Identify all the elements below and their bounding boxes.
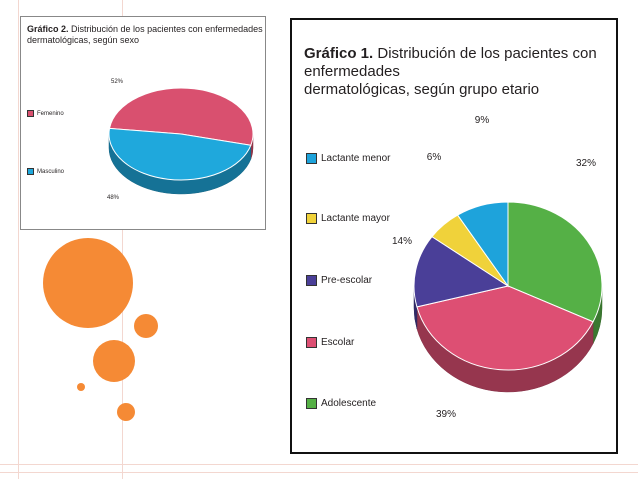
legend-swatch (306, 275, 317, 286)
legend-swatch (306, 337, 317, 348)
chart-title-label: Gráfico 2. (27, 24, 69, 34)
pie-slice-lactante-menor (456, 201, 509, 288)
chart-panel-sexo: Gráfico 2. Distribución de los pacientes… (20, 16, 266, 230)
slice-label: 14% (392, 236, 412, 247)
legend-label: Lactante mayor (321, 213, 390, 224)
legend-item-adolescente: Adolescente (306, 398, 376, 409)
pie-slice-adolescente (507, 201, 603, 323)
slice-label: 6% (427, 152, 442, 163)
slice-label: 48% (107, 195, 120, 201)
slice-label: 39% (436, 409, 456, 420)
legend-swatch (306, 213, 317, 224)
decor-vertical-line (18, 0, 19, 479)
legend-item-lactante-menor: Lactante menor (306, 153, 391, 164)
decor-circle-tiny (77, 383, 85, 391)
pie-slice-escolar (416, 285, 594, 371)
pie-slice-masculino (108, 127, 252, 181)
legend-label: Lactante menor (321, 153, 391, 164)
legend-item-masculino: Masculino (27, 168, 64, 175)
legend-swatch (306, 153, 317, 164)
chart-panel-etario: Gráfico 1. Distribución de los pacientes… (290, 18, 618, 454)
chart-title: Gráfico 1. Distribución de los pacientes… (304, 45, 616, 99)
legend-item-escolar: Escolar (306, 337, 354, 348)
decor-vertical-line (122, 0, 123, 479)
legend-swatch (306, 398, 317, 409)
chart-title-line1: Distribución de los pacientes con enferm… (304, 45, 597, 80)
chart-title: Gráfico 2. Distribución de los pacientes… (27, 24, 263, 46)
legend-swatch (27, 110, 34, 117)
legend-swatch (27, 168, 34, 175)
decor-circle-small (117, 403, 135, 421)
legend-label: Adolescente (321, 398, 377, 409)
legend-item-lactante-mayor: Lactante mayor (306, 213, 390, 224)
legend-label: Escolar (321, 337, 355, 348)
chart-title-line2: dermatológicas, según sexo (27, 34, 140, 45)
decor-circle-small (134, 314, 158, 338)
decor-circle-large (43, 238, 133, 328)
slice-label: 32% (576, 158, 596, 169)
legend-label: Femenino (37, 110, 64, 117)
slice-label: 9% (475, 115, 490, 126)
legend-item-femenino: Femenino (27, 110, 64, 117)
legend-label: Masculino (37, 168, 65, 175)
chart-title-label: Gráfico 1. (304, 45, 374, 62)
pie-chart-sexo: 52% 48% (107, 79, 254, 201)
pie-chart-etario: 32% 39% 14% 6% 9% (392, 115, 603, 420)
decor-circle-medium (93, 340, 135, 382)
slice-label: 52% (111, 79, 124, 85)
chart-title-line2: dermatológicas, según grupo etario (304, 81, 540, 98)
decor-horizontal-line (0, 464, 638, 465)
decor-horizontal-line (0, 472, 638, 473)
legend-item-pre-escolar: Pre-escolar (306, 275, 372, 286)
chart-title-line1: Distribución de los pacientes con enferm… (71, 24, 263, 34)
pie-slice-pre-escolar (413, 235, 510, 308)
legend-label: Pre-escolar (321, 275, 373, 286)
